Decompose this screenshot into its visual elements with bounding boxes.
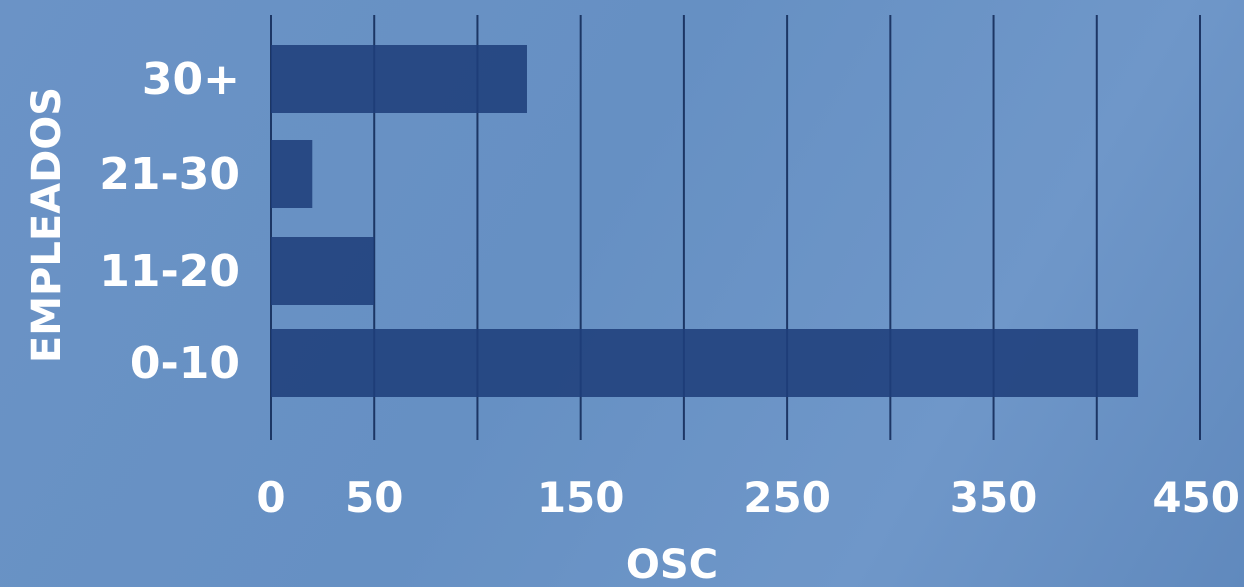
x-tick-label-250: 250 bbox=[743, 473, 831, 522]
x-tick-label-350: 350 bbox=[950, 473, 1038, 522]
x-tick-label-150: 150 bbox=[537, 473, 625, 522]
category-label-11-20: 11-20 bbox=[99, 246, 240, 297]
category-label-21-30: 21-30 bbox=[99, 149, 240, 200]
category-labels: 30+ 21-30 11-20 0-10 bbox=[99, 54, 240, 389]
y-axis-title: EMPLEADOS bbox=[24, 87, 70, 363]
category-label-30+: 30+ bbox=[142, 54, 240, 105]
bars bbox=[271, 45, 1139, 397]
x-tick-label-450: 450 bbox=[1152, 473, 1240, 522]
x-axis-title: OSC bbox=[626, 542, 718, 587]
bar-0-10 bbox=[271, 329, 1139, 397]
x-tick-labels: 0 50 150 250 350 450 bbox=[256, 473, 1240, 522]
bar-21-30 bbox=[271, 140, 313, 208]
category-label-0-10: 0-10 bbox=[130, 338, 240, 389]
x-tick-label-0: 0 bbox=[256, 473, 285, 522]
bar-30+ bbox=[271, 45, 527, 113]
x-tick-label-50: 50 bbox=[345, 473, 403, 522]
bar-11-20 bbox=[271, 237, 375, 305]
